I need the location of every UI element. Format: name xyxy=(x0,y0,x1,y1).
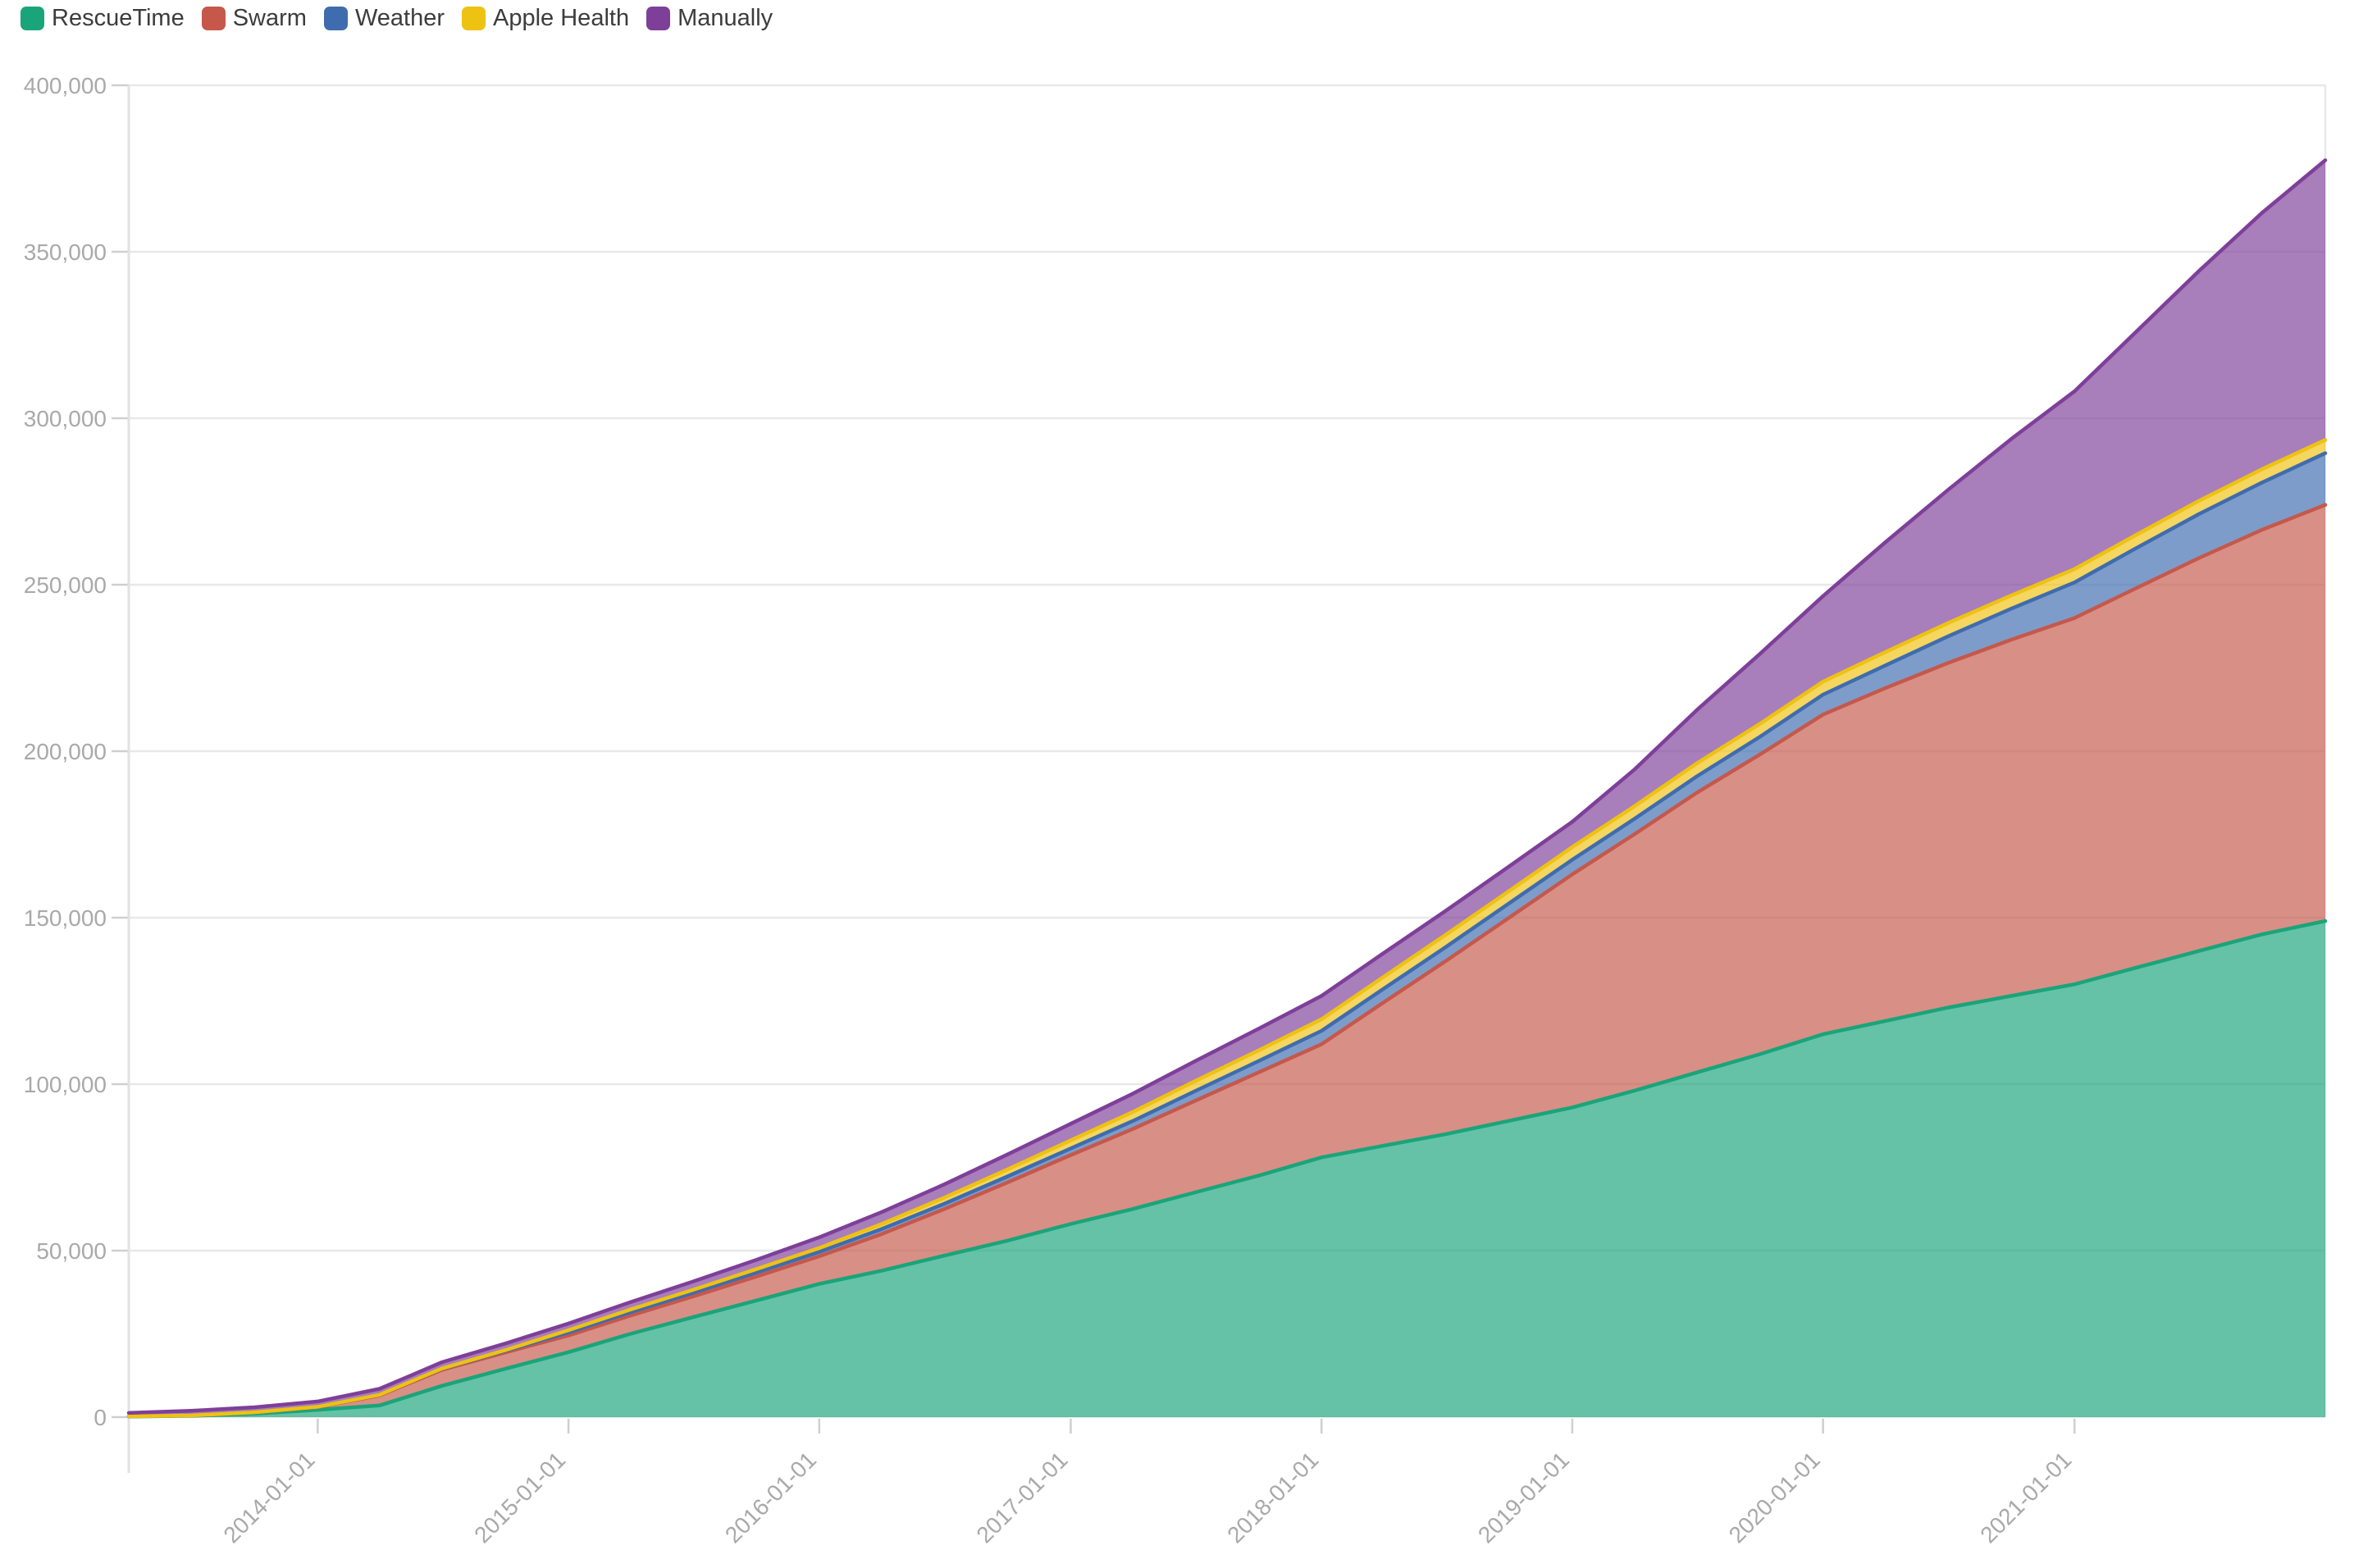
series-areas xyxy=(129,160,2325,1417)
x-axis-label: 2019-01-01 xyxy=(1473,1447,1574,1547)
legend-label: Weather xyxy=(354,5,445,31)
x-axis-label: 2018-01-01 xyxy=(1222,1447,1323,1547)
legend-item-weather[interactable]: Weather xyxy=(323,5,445,31)
legend-item-apple-health[interactable]: Apple Health xyxy=(462,7,629,30)
y-axis-label: 250,000 xyxy=(24,572,107,598)
series-line-manually xyxy=(126,158,2328,1415)
legend-item-manually[interactable]: Manually xyxy=(646,7,773,30)
legend-swatch-weather xyxy=(323,7,348,30)
series-area-rescuetime xyxy=(129,921,2325,1417)
x-axis-label: 2014-01-01 xyxy=(218,1447,319,1547)
legend-swatch-swarm xyxy=(201,7,226,30)
series-line-apple-health xyxy=(126,438,2328,1419)
legend-label: Manually xyxy=(677,5,773,31)
x-axis-label: 2017-01-01 xyxy=(971,1447,1072,1547)
legend-swatch-rescuetime xyxy=(21,7,44,30)
plot-area[interactable] xyxy=(129,85,2325,1417)
y-axis-label: 50,000 xyxy=(36,1238,107,1264)
y-axis-label: 400,000 xyxy=(24,73,107,98)
series-lines xyxy=(126,158,2328,1419)
series-area-swarm xyxy=(129,504,2325,1417)
series-line-rescuetime xyxy=(126,918,2328,1419)
y-axis-label: 150,000 xyxy=(24,905,107,931)
x-axis-label: 2015-01-01 xyxy=(469,1447,570,1547)
y-axis-label: 100,000 xyxy=(24,1072,107,1097)
legend-label: Swarm xyxy=(232,5,307,31)
y-axis-label: 200,000 xyxy=(24,739,107,764)
legend-label: Apple Health xyxy=(493,5,630,31)
y-axis-label: 0 xyxy=(94,1405,107,1430)
legend-swatch-apple-health xyxy=(462,7,486,30)
x-axis-label: 2016-01-01 xyxy=(720,1447,821,1547)
legend-label: RescueTime xyxy=(52,5,185,31)
legend-item-swarm[interactable]: Swarm xyxy=(201,5,307,31)
x-axis-label: 2020-01-01 xyxy=(1724,1447,1825,1547)
legend-swatch-manually xyxy=(646,7,671,30)
chart-legend: RescueTime Swarm Weather Apple Health Manual… xyxy=(21,7,773,30)
x-axis-label: 2021-01-01 xyxy=(1975,1447,2076,1547)
legend-item-rescuetime[interactable]: RescueTime xyxy=(21,7,185,30)
x-axis: 2014-01-01 2015-01-01 2016-01-01 2017-01-01… xyxy=(218,1419,2076,1548)
y-axis-label: 350,000 xyxy=(24,239,107,265)
y-axis-label: 300,000 xyxy=(24,406,107,431)
